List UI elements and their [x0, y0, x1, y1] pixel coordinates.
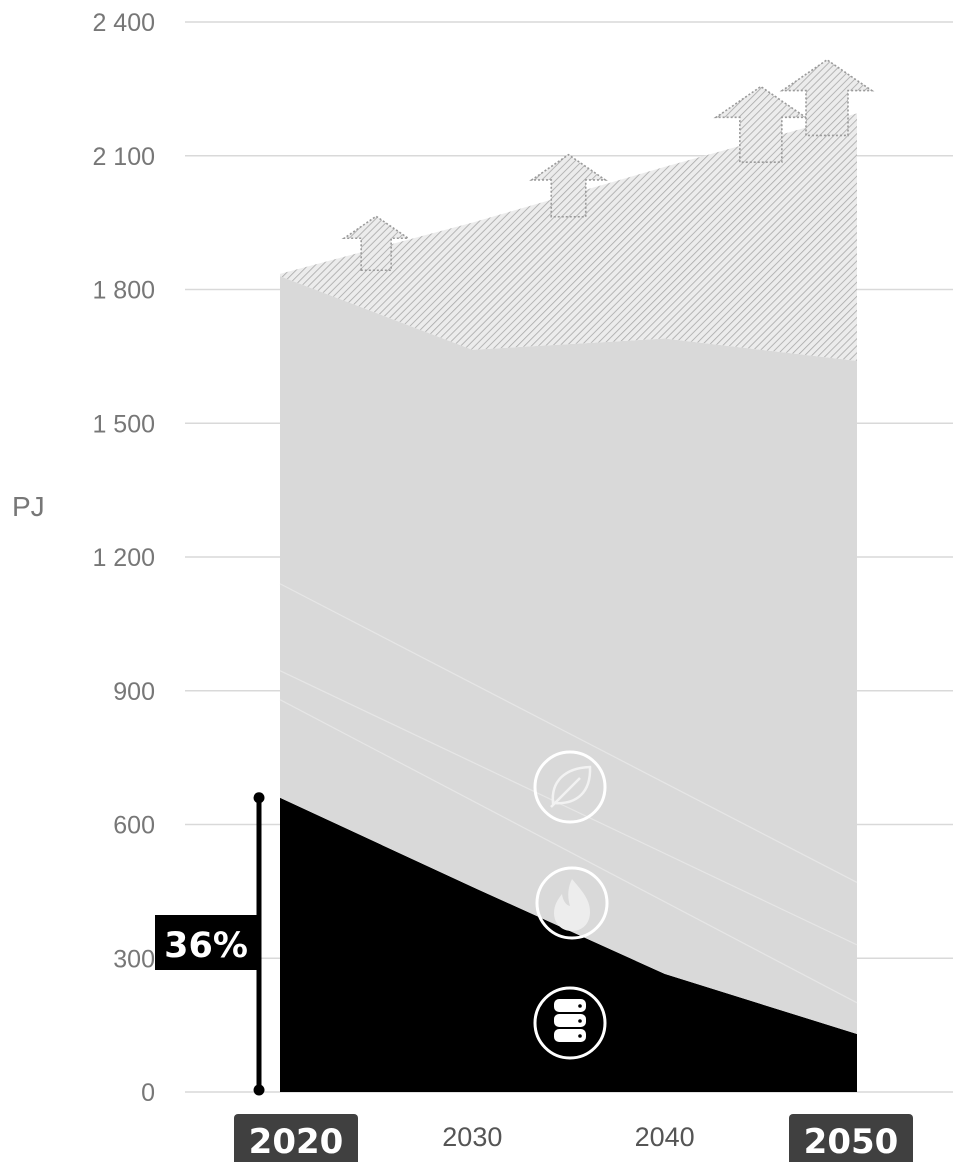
y-tick-label: 0 — [141, 1079, 155, 1107]
upside-arrows — [341, 58, 875, 272]
area-series-2 — [280, 276, 857, 1035]
flame-icon — [535, 866, 609, 940]
y-tick-label: 900 — [113, 678, 155, 706]
leaf-icon — [533, 750, 607, 824]
inner-band-line — [279, 583, 858, 883]
y-tick-label: 1 200 — [92, 544, 155, 572]
y-tick-label: 1 800 — [92, 277, 155, 305]
share-badge — [155, 915, 258, 970]
share-bracket-top — [253, 792, 265, 804]
inner-band-line — [279, 670, 858, 946]
y-axis-ticks: 0 300 600 900 1 200 1 500 1 800 2 100 2 400 — [92, 9, 155, 1107]
x-tick-label-highlighted: 2020 — [249, 1122, 344, 1162]
y-tick-label: 300 — [113, 945, 155, 973]
area-series-1 — [280, 797, 857, 1092]
inner-band-line — [279, 699, 858, 1004]
x-tick-highlight-box — [789, 1114, 913, 1162]
share-label: 36% — [164, 926, 248, 966]
area-series-3 — [280, 113, 857, 361]
y-tick-label: 2 400 — [92, 9, 155, 37]
upside-arrow-icon — [529, 153, 608, 218]
x-tick-highlight-box — [234, 1114, 358, 1162]
areas — [279, 113, 858, 1092]
upside-arrow-icon — [713, 85, 809, 163]
y-tick-label: 600 — [113, 812, 155, 840]
y-tick-label: 1 500 — [92, 410, 155, 438]
share-annotation: 36% — [155, 792, 265, 1096]
x-tick-label: 2040 — [635, 1122, 695, 1152]
series-icons — [533, 750, 609, 1060]
y-tick-label: 2 100 — [92, 143, 155, 171]
x-axis-ticks: 2020 2030 2040 2050 — [234, 1114, 913, 1162]
upside-arrow-icon — [779, 58, 875, 137]
database-icon — [533, 986, 607, 1060]
share-bracket-bottom — [253, 1084, 265, 1096]
x-tick-label-highlighted: 2050 — [804, 1122, 899, 1162]
y-axis-label: PJ — [12, 491, 45, 522]
x-tick-label: 2030 — [442, 1122, 502, 1152]
upside-arrow-icon — [341, 215, 411, 272]
